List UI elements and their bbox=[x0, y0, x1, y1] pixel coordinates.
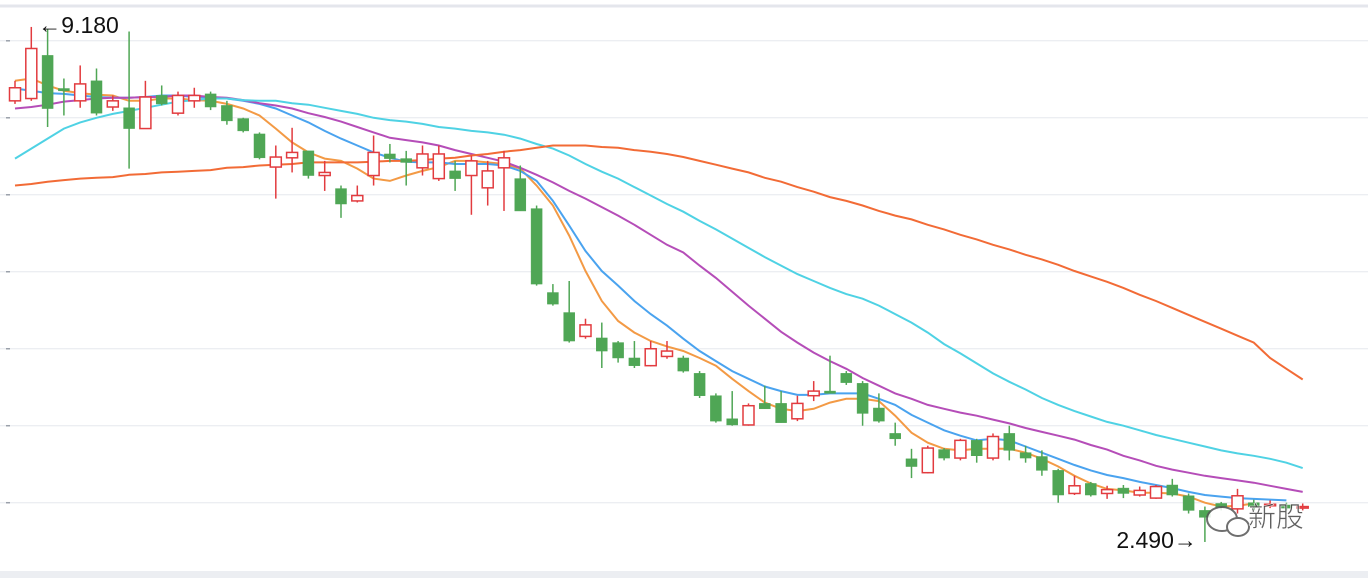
candle-body bbox=[416, 153, 429, 169]
candle-body bbox=[73, 83, 87, 102]
candle-body bbox=[873, 407, 885, 422]
candle-body bbox=[221, 105, 233, 122]
candle-body bbox=[58, 88, 70, 92]
candles bbox=[8, 26, 1309, 542]
candle-body bbox=[237, 118, 249, 132]
candle-body bbox=[400, 158, 412, 163]
candle-body bbox=[1166, 484, 1179, 496]
candle-body bbox=[335, 188, 347, 205]
watermark: 新股 bbox=[1206, 501, 1304, 537]
extreme-label: ←9.180 bbox=[38, 12, 119, 38]
candle-body bbox=[1296, 505, 1309, 509]
candle-body bbox=[1036, 456, 1048, 471]
bottom-band bbox=[0, 571, 1368, 578]
candle-body bbox=[497, 157, 511, 169]
candle-body bbox=[742, 404, 755, 426]
candle-body bbox=[106, 100, 120, 108]
candle-body bbox=[693, 373, 706, 396]
candle-body bbox=[1100, 488, 1114, 495]
candle-body bbox=[530, 208, 543, 285]
candle-body bbox=[1052, 470, 1064, 496]
candle-body bbox=[1182, 495, 1195, 511]
candle-body bbox=[253, 133, 266, 159]
ma-line bbox=[14, 97, 1304, 470]
candle-body bbox=[563, 312, 575, 342]
candle-body bbox=[726, 418, 738, 426]
candle-body bbox=[155, 95, 168, 105]
candle-body bbox=[921, 447, 935, 474]
candle-body bbox=[1280, 504, 1293, 509]
candle-body bbox=[807, 390, 820, 397]
candle-body bbox=[1003, 433, 1016, 451]
candle-body bbox=[775, 403, 787, 423]
extreme-label: 2.490→ bbox=[1116, 527, 1197, 553]
candle-body bbox=[856, 383, 869, 414]
candle-body bbox=[547, 292, 559, 305]
candle-body bbox=[449, 170, 461, 179]
candle-body bbox=[840, 373, 853, 383]
candle-body bbox=[579, 324, 592, 338]
watermark-text: 新股 bbox=[1248, 501, 1304, 532]
candle-body bbox=[970, 440, 983, 457]
candle-body bbox=[41, 55, 54, 109]
candle-body bbox=[1019, 452, 1032, 459]
candle-body bbox=[938, 449, 950, 459]
candle-body bbox=[269, 156, 283, 168]
candle-body bbox=[1117, 487, 1130, 494]
candle-body bbox=[481, 170, 494, 189]
candle-body bbox=[1068, 485, 1081, 495]
candle-body bbox=[1133, 489, 1146, 496]
candle-body bbox=[8, 87, 22, 102]
candle-body bbox=[351, 194, 364, 202]
wechat-icon bbox=[1226, 517, 1250, 537]
candle-body bbox=[759, 403, 771, 410]
candle-body bbox=[90, 80, 103, 114]
candle-body bbox=[596, 337, 608, 352]
candle-body bbox=[628, 357, 641, 366]
candle-body bbox=[204, 93, 217, 108]
candle-body bbox=[1085, 483, 1097, 496]
ma-line bbox=[14, 144, 1304, 381]
candle-body bbox=[612, 342, 624, 359]
candle-body bbox=[1248, 502, 1260, 507]
candle-body bbox=[1149, 485, 1163, 499]
candle-body bbox=[905, 458, 918, 467]
candle-body bbox=[384, 153, 396, 159]
candle-body bbox=[171, 94, 185, 114]
candle-body bbox=[302, 150, 315, 176]
candle-body bbox=[791, 402, 804, 420]
candle-body bbox=[889, 433, 901, 440]
candle-body bbox=[465, 160, 478, 177]
annotations: ←9.180 2.490→ bbox=[38, 12, 1197, 553]
candle-body bbox=[432, 153, 446, 180]
candle-body bbox=[644, 347, 657, 367]
candle-body bbox=[824, 390, 836, 394]
candle-body bbox=[986, 435, 1000, 459]
candle-body bbox=[25, 47, 38, 100]
candle-body bbox=[1263, 503, 1277, 507]
candle-body bbox=[139, 96, 152, 130]
candle-body bbox=[285, 151, 299, 159]
candle-body bbox=[1231, 495, 1244, 510]
ma-lines bbox=[14, 77, 1304, 508]
candle-body bbox=[123, 107, 135, 129]
candle-body bbox=[954, 439, 967, 459]
candle-body bbox=[514, 178, 527, 212]
candle-body bbox=[660, 350, 674, 358]
candle-body bbox=[677, 357, 690, 372]
candle-body bbox=[710, 395, 722, 422]
candle-body bbox=[188, 94, 201, 102]
candle-body bbox=[367, 151, 380, 177]
candle-body bbox=[318, 171, 331, 177]
